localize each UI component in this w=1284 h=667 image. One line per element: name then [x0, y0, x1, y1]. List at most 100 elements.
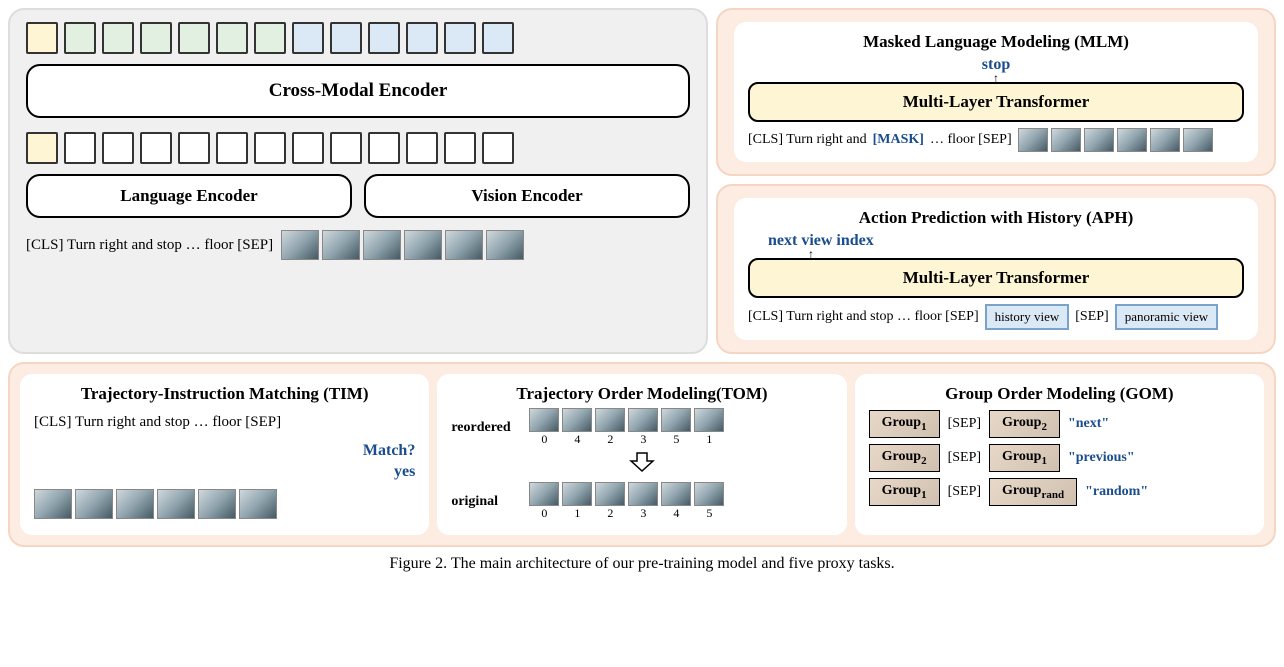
- image-thumbnail: [116, 489, 154, 519]
- reordered-label: reordered: [451, 420, 521, 436]
- image-thumbnail: [1084, 128, 1114, 152]
- input-token: [368, 132, 400, 164]
- output-token: [140, 22, 172, 54]
- main-architecture-panel: Cross-Modal Encoder Language Encoder Vis…: [8, 8, 708, 354]
- output-token: [482, 22, 514, 54]
- indexed-thumbnail: 0: [529, 482, 559, 521]
- image-thumbnail: [1117, 128, 1147, 152]
- aph-transformer: Multi-Layer Transformer: [748, 258, 1244, 298]
- gom-label: "previous": [1068, 450, 1135, 466]
- output-token: [216, 22, 248, 54]
- input-token: [482, 132, 514, 164]
- sep-token: [SEP]: [948, 484, 981, 500]
- output-token: [444, 22, 476, 54]
- group-box: Group2: [869, 444, 940, 472]
- gom-row: Group2 [SEP] Group1 "previous": [869, 444, 1250, 472]
- image-thumbnail: [281, 230, 319, 260]
- down-arrow-icon: [451, 451, 832, 478]
- language-encoder: Language Encoder: [26, 174, 352, 218]
- output-token: [406, 22, 438, 54]
- sep-token: [SEP]: [948, 450, 981, 466]
- output-token: [26, 22, 58, 54]
- input-tokens-text: [CLS] Turn right and stop … floor [SEP]: [26, 237, 273, 254]
- output-token: [330, 22, 362, 54]
- output-token: [178, 22, 210, 54]
- vision-encoder: Vision Encoder: [364, 174, 690, 218]
- indexed-thumbnail: 5: [661, 408, 691, 447]
- input-token: [406, 132, 438, 164]
- image-thumbnail: [486, 230, 524, 260]
- tim-title: Trajectory-Instruction Matching (TIM): [34, 384, 415, 404]
- mlm-input-pre: [CLS] Turn right and: [748, 132, 867, 148]
- indexed-thumbnail: 2: [595, 482, 625, 521]
- tim-match-label: Match?yes: [363, 441, 415, 483]
- indexed-thumbnail: 1: [694, 408, 724, 447]
- input-token: [26, 132, 58, 164]
- mlm-input-post: … floor [SEP]: [930, 132, 1012, 148]
- aph-input-text: [CLS] Turn right and stop … floor [SEP]: [748, 309, 979, 325]
- group-box: Grouprand: [989, 478, 1077, 506]
- image-thumbnail: [363, 230, 401, 260]
- indexed-thumbnail: 3: [628, 482, 658, 521]
- tom-title: Trajectory Order Modeling(TOM): [451, 384, 832, 404]
- mlm-transformer: Multi-Layer Transformer: [748, 82, 1244, 122]
- image-thumbnail: [1183, 128, 1213, 152]
- group-box: Group1: [869, 410, 940, 438]
- gom-row: Group1 [SEP] Grouprand "random": [869, 478, 1250, 506]
- gom-row: Group1 [SEP] Group2 "next": [869, 410, 1250, 438]
- image-thumbnail: [404, 230, 442, 260]
- mlm-panel: Masked Language Modeling (MLM) stop ↑ Mu…: [716, 8, 1276, 176]
- image-thumbnail: [198, 489, 236, 519]
- input-image-thumbnails: [281, 230, 524, 260]
- output-token-row: [26, 22, 690, 54]
- output-token: [102, 22, 134, 54]
- indexed-thumbnail: 4: [661, 482, 691, 521]
- panoramic-view-box: panoramic view: [1115, 304, 1218, 330]
- tom-panel: Trajectory Order Modeling(TOM) reordered…: [437, 374, 846, 535]
- aph-prediction: next view index: [768, 232, 1244, 250]
- figure-container: Cross-Modal Encoder Language Encoder Vis…: [8, 8, 1276, 573]
- output-token: [254, 22, 286, 54]
- image-thumbnail: [34, 489, 72, 519]
- indexed-thumbnail: 2: [595, 408, 625, 447]
- group-box: Group1: [989, 444, 1060, 472]
- input-token: [444, 132, 476, 164]
- image-thumbnail: [1018, 128, 1048, 152]
- sep-token: [SEP]: [1075, 309, 1108, 325]
- gom-label: "next": [1068, 416, 1109, 432]
- input-token: [178, 132, 210, 164]
- image-thumbnail: [1051, 128, 1081, 152]
- figure-caption: Figure 2. The main architecture of our p…: [8, 555, 1276, 573]
- gom-panel: Group Order Modeling (GOM) Group1[SEP]Gr…: [855, 374, 1264, 535]
- image-thumbnail: [157, 489, 195, 519]
- input-token: [140, 132, 172, 164]
- aph-panel: Action Prediction with History (APH) nex…: [716, 184, 1276, 354]
- input-token-row: [26, 132, 690, 164]
- up-arrow-icon: ↑: [808, 250, 1244, 258]
- input-token: [254, 132, 286, 164]
- indexed-thumbnail: 0: [529, 408, 559, 447]
- sep-token: [SEP]: [948, 416, 981, 432]
- input-token: [330, 132, 362, 164]
- mlm-thumbnails: [1018, 128, 1213, 152]
- group-box: Group1: [869, 478, 940, 506]
- image-thumbnail: [1150, 128, 1180, 152]
- mask-token: [MASK]: [873, 132, 924, 148]
- tim-thumbnails: [34, 489, 415, 519]
- output-token: [368, 22, 400, 54]
- original-thumbnails: 012345: [529, 482, 724, 521]
- up-arrow-icon: ↑: [748, 74, 1244, 82]
- output-token: [64, 22, 96, 54]
- input-token: [102, 132, 134, 164]
- reordered-thumbnails: 042351: [529, 408, 724, 447]
- aph-title: Action Prediction with History (APH): [748, 208, 1244, 228]
- tim-panel: Trajectory-Instruction Matching (TIM) [C…: [20, 374, 429, 535]
- input-token: [216, 132, 248, 164]
- input-token: [64, 132, 96, 164]
- gom-label: "random": [1085, 484, 1148, 500]
- tim-input-text: [CLS] Turn right and stop … floor [SEP]: [34, 414, 415, 431]
- mlm-title: Masked Language Modeling (MLM): [748, 32, 1244, 52]
- output-token: [292, 22, 324, 54]
- group-box: Group2: [989, 410, 1060, 438]
- image-thumbnail: [322, 230, 360, 260]
